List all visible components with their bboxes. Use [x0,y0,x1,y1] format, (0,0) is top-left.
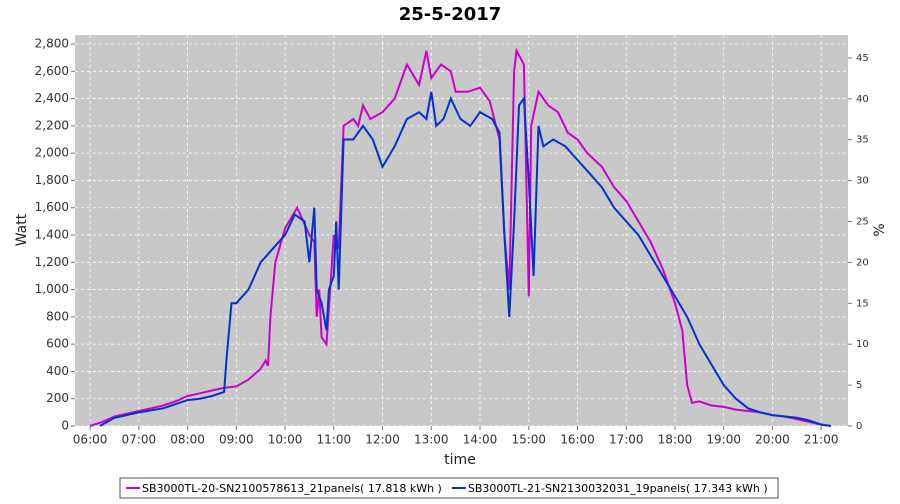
legend-label: SB3000TL-21-SN2130032031_19panels( 17.34… [468,482,768,495]
x-tick-label: 13:00 [414,433,449,447]
y-tick-label: 1,000 [35,282,69,296]
x-tick-label: 19:00 [706,433,741,447]
chart-title: 25-5-2017 [399,4,502,25]
x-tick-label: 20:00 [755,433,790,447]
x-tick-label: 09:00 [219,433,254,447]
x-tick-label: 12:00 [365,433,400,447]
y-tick-label: 1,400 [35,228,69,242]
series-line [89,47,832,427]
y2-tick-label: 10 [856,339,869,350]
y2-tick-label: 5 [856,380,862,391]
x-tick-label: 11:00 [317,433,352,447]
x-tick-label: 06:00 [73,433,108,447]
plot-area [75,35,848,426]
y2-tick-label: 15 [856,298,869,309]
y2-tick-label: 40 [856,94,869,105]
y-tick-label: 200 [46,391,69,405]
x-tick-label: 17:00 [609,433,644,447]
y2-axis-title: % [872,223,888,236]
y-tick-label: 2,400 [35,91,69,105]
x-tick-label: 15:00 [511,433,546,447]
y-tick-label: 0 [61,419,69,433]
y2-tick-label: 35 [856,135,869,146]
y-tick-label: 2,600 [35,64,69,78]
x-tick-label: 16:00 [560,433,595,447]
x-tick-label: 21:00 [804,433,839,447]
y-tick-label: 600 [46,337,69,351]
x-tick-label: 10:00 [268,433,303,447]
x-tick-label: 08:00 [170,433,205,447]
x-axis-title: time [444,452,476,468]
y-tick-label: 1,200 [35,255,69,269]
legend-label: SB3000TL-20-SN2100578613_21panels( 17.81… [142,482,442,495]
x-tick-label: 14:00 [463,433,498,447]
y2-tick-label: 45 [856,53,869,64]
x-tick-label: 18:00 [658,433,693,447]
y2-tick-label: 0 [856,421,862,432]
y-tick-label: 800 [46,309,69,323]
y2-tick-label: 20 [856,257,869,268]
y2-tick-label: 25 [856,217,869,228]
y-tick-label: 1,600 [35,200,69,214]
y-tick-label: 400 [46,364,69,378]
legend [119,477,779,499]
y-tick-label: 1,800 [35,173,69,187]
y-tick-label: 2,000 [35,146,69,160]
y2-tick-label: 30 [856,176,869,187]
y-tick-label: 2,800 [35,37,69,51]
x-tick-label: 07:00 [122,433,157,447]
y-tick-label: 2,200 [35,118,69,132]
series-line [99,91,832,427]
y-axis-title: Watt [14,213,30,246]
